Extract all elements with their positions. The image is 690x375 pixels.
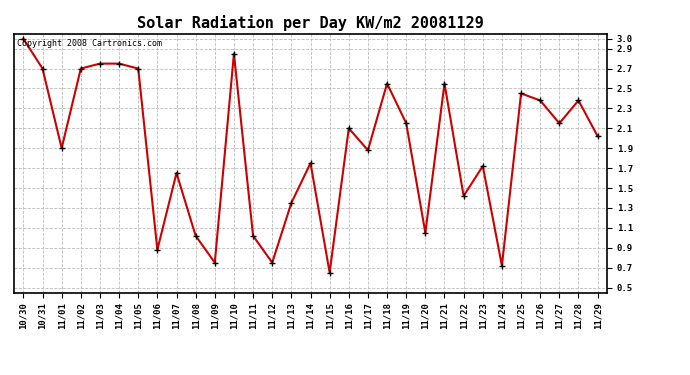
Text: Copyright 2008 Cartronics.com: Copyright 2008 Cartronics.com xyxy=(17,39,161,48)
Title: Solar Radiation per Day KW/m2 20081129: Solar Radiation per Day KW/m2 20081129 xyxy=(137,15,484,31)
